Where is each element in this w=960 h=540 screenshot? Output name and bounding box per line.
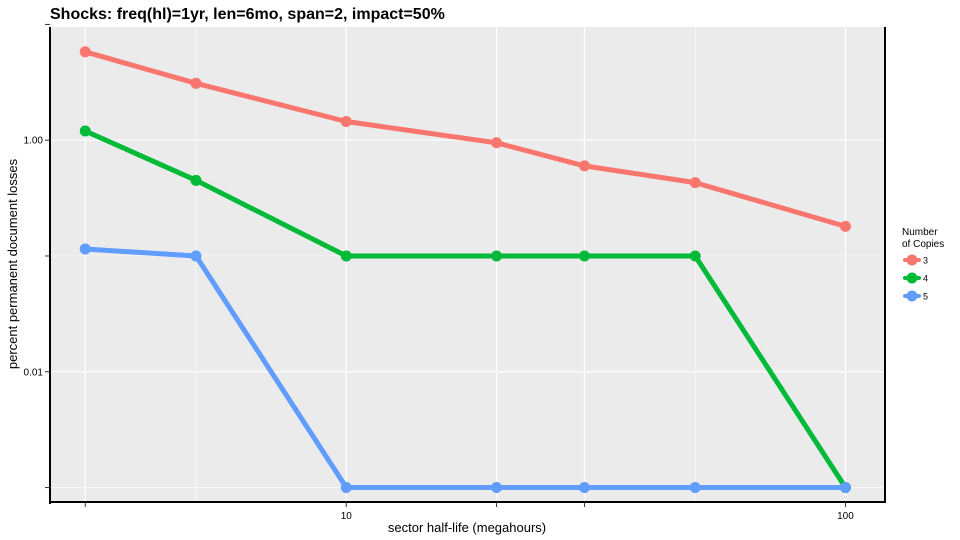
data-point-5 [190, 250, 202, 262]
data-point-4 [340, 250, 352, 262]
x-tick-label: 100 [837, 511, 854, 522]
data-point-4 [689, 250, 701, 262]
data-point-5 [340, 482, 352, 494]
data-point-4 [79, 125, 91, 137]
legend-label-4: 4 [923, 274, 928, 284]
legend-title-line-1: Number [902, 227, 938, 238]
data-point-5 [689, 482, 701, 494]
data-point-4 [190, 174, 202, 186]
y-tick-label: 0.01 [24, 367, 44, 378]
legend-key-point-5 [906, 290, 918, 302]
data-point-3 [689, 177, 701, 189]
data-point-5 [491, 482, 503, 494]
legend-label-3: 3 [923, 256, 928, 266]
legend-title-line-2: of Copies [902, 239, 944, 250]
grid-lines [50, 24, 885, 502]
data-point-5 [578, 482, 590, 494]
data-point-4 [491, 250, 503, 262]
y-tick-label: 1.00 [24, 136, 44, 147]
legend: Number of Copies 3 4 5 [902, 227, 944, 302]
data-point-5 [79, 243, 91, 255]
legend-key-point-4 [906, 272, 918, 284]
data-point-3 [190, 77, 202, 89]
data-point-3 [79, 46, 91, 58]
axes: 0.01 1.00 10 100 [24, 23, 886, 522]
data-point-5 [839, 482, 851, 494]
data-point-3 [340, 116, 352, 128]
chart-title: Shocks: freq(hl)=1yr, len=6mo, span=2, i… [50, 6, 445, 23]
data-point-3 [491, 137, 503, 149]
series-layer [79, 46, 851, 494]
data-point-4 [578, 250, 590, 262]
data-point-3 [578, 160, 590, 172]
legend-key-point-3 [906, 254, 918, 266]
plot-panel [50, 27, 885, 502]
data-point-3 [839, 220, 851, 232]
x-tick-label: 10 [341, 511, 353, 522]
legend-label-5: 5 [923, 292, 928, 302]
y-axis-title: percent permanent document losses [5, 158, 20, 369]
x-axis-title: sector half-life (megahours) [388, 520, 546, 535]
